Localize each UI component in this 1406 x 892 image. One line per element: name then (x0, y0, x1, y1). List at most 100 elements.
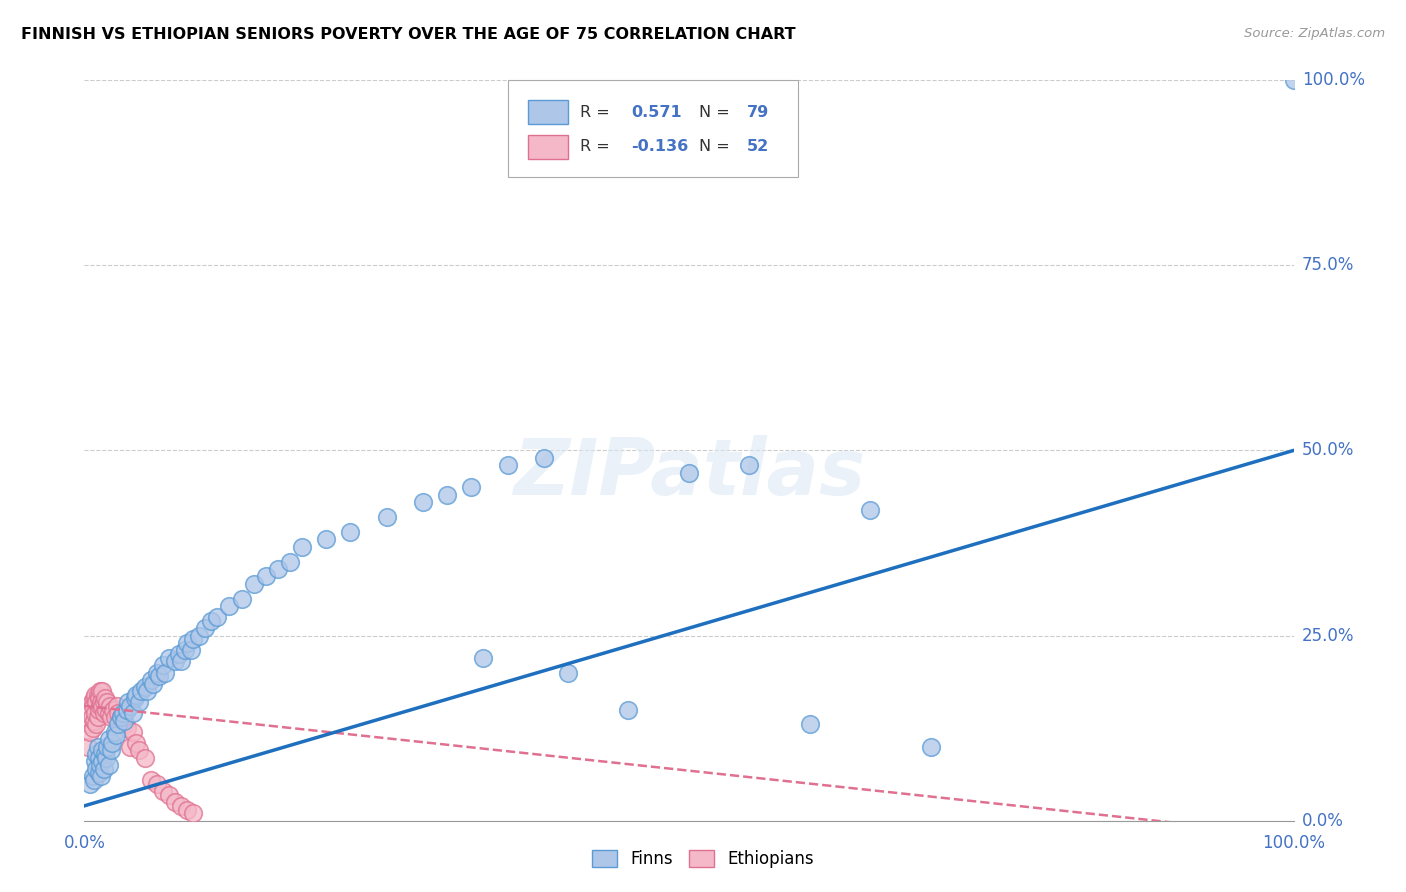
Point (94, 691, 117, 706)
Point (82, 698, 104, 713)
Point (93, 762, 115, 776)
Point (79, 724, 101, 739)
Point (167, 647, 190, 661)
Text: R =: R = (581, 104, 614, 120)
Point (124, 691, 146, 706)
Point (84, 755, 107, 769)
Point (134, 750, 156, 764)
FancyBboxPatch shape (529, 100, 568, 124)
Point (152, 784, 174, 798)
Text: FINNISH VS ETHIOPIAN SENIORS POVERTY OVER THE AGE OF 75 CORRELATION CHART: FINNISH VS ETHIOPIAN SENIORS POVERTY OVE… (21, 27, 796, 42)
Text: R =: R = (581, 139, 614, 154)
Point (460, 480, 482, 494)
Point (97, 706, 120, 721)
Text: 79: 79 (747, 104, 769, 120)
FancyBboxPatch shape (529, 135, 568, 159)
Point (176, 803, 198, 817)
Point (181, 632, 204, 647)
Point (82, 721, 104, 735)
Point (79, 776, 101, 791)
Point (110, 710, 132, 724)
Text: 0.571: 0.571 (631, 104, 682, 120)
Point (101, 736, 124, 750)
Point (112, 714, 135, 728)
Text: N =: N = (699, 104, 734, 120)
Point (94, 750, 117, 764)
Point (80, 710, 103, 724)
Point (89, 698, 111, 713)
Point (180, 643, 202, 657)
Point (87, 765, 110, 780)
Point (110, 710, 132, 724)
Point (139, 772, 162, 787)
Point (89, 684, 111, 698)
Point (112, 706, 135, 721)
Point (165, 655, 187, 669)
Point (231, 591, 253, 606)
Point (114, 717, 136, 731)
Point (107, 717, 129, 731)
Point (920, 739, 942, 754)
Text: Source: ZipAtlas.com: Source: ZipAtlas.com (1244, 27, 1385, 40)
Point (90, 695, 112, 709)
Point (129, 684, 152, 698)
Point (83, 714, 105, 728)
Point (103, 703, 125, 717)
Point (112, 714, 135, 728)
Point (134, 681, 156, 695)
Text: 25.0%: 25.0% (1302, 626, 1354, 645)
Point (136, 684, 159, 698)
Legend: Finns, Ethiopians: Finns, Ethiopians (585, 843, 821, 875)
Point (121, 706, 143, 721)
Point (139, 673, 162, 687)
Point (117, 695, 139, 709)
Point (104, 729, 127, 743)
Point (96, 739, 118, 754)
Point (93, 706, 115, 721)
Point (738, 458, 761, 473)
Point (678, 466, 700, 480)
Point (181, 806, 204, 821)
Point (105, 698, 128, 713)
Point (86, 695, 108, 709)
Point (146, 665, 169, 680)
Point (94, 703, 117, 717)
Point (100, 710, 122, 724)
Point (84, 706, 107, 721)
Point (96, 695, 118, 709)
Point (87, 750, 110, 764)
Point (91, 743, 114, 757)
Text: 75.0%: 75.0% (1302, 256, 1354, 275)
Point (170, 655, 193, 669)
Point (115, 721, 138, 735)
Point (152, 658, 174, 673)
Point (146, 776, 169, 791)
Point (200, 614, 222, 628)
Point (188, 628, 211, 642)
Text: -0.136: -0.136 (631, 139, 688, 154)
Point (375, 510, 398, 524)
Text: 52: 52 (747, 139, 769, 154)
Point (87, 691, 110, 706)
Point (121, 724, 143, 739)
Point (91, 698, 114, 713)
Text: 50.0%: 50.0% (1302, 442, 1354, 459)
Point (77, 717, 100, 731)
Point (86, 688, 108, 702)
Point (207, 610, 229, 624)
Point (93, 695, 115, 709)
Point (104, 724, 127, 739)
Point (128, 743, 150, 757)
Text: N =: N = (699, 139, 734, 154)
Point (254, 569, 277, 583)
Point (115, 703, 138, 717)
Point (218, 599, 240, 613)
Point (120, 698, 142, 713)
Point (194, 621, 217, 635)
Point (83, 691, 105, 706)
Point (278, 555, 301, 569)
Point (97, 732, 120, 747)
Point (157, 788, 180, 802)
Point (97, 758, 120, 772)
Point (496, 458, 519, 473)
